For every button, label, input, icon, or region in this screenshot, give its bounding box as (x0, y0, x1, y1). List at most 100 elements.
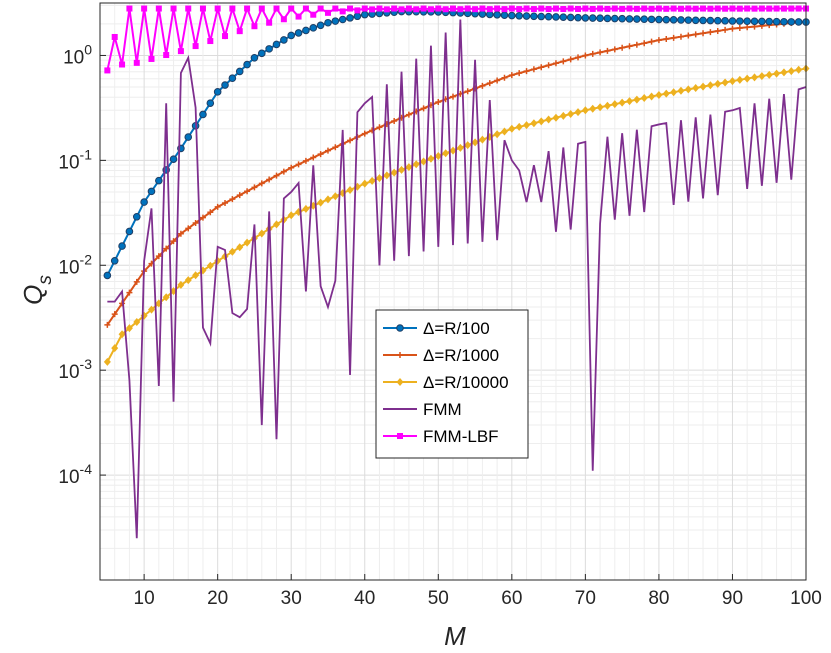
data-point (589, 5, 596, 12)
data-point (633, 41, 640, 48)
data-point (478, 135, 486, 144)
data-point (273, 220, 280, 229)
data-point (567, 110, 575, 119)
data-point (133, 278, 140, 285)
data-point (125, 227, 134, 236)
data-point (288, 164, 295, 171)
data-point (589, 50, 596, 57)
y-tick-exponent: -3 (80, 356, 93, 372)
data-point (111, 311, 118, 318)
legend-label: Δ=R/100 (423, 319, 490, 338)
data-point (603, 14, 612, 23)
data-point (611, 100, 619, 109)
data-point (412, 160, 420, 169)
data-point (251, 184, 258, 191)
data-point (177, 48, 184, 55)
x-tick-label: 20 (207, 588, 228, 609)
data-point (537, 117, 545, 126)
data-point (751, 73, 759, 82)
data-point (523, 5, 530, 12)
data-point (575, 5, 582, 12)
data-point (575, 54, 582, 61)
data-point (494, 77, 501, 84)
data-point (684, 85, 692, 94)
series-FMM (107, 19, 807, 539)
data-point (450, 93, 456, 100)
data-point (369, 6, 376, 13)
data-point (619, 5, 626, 12)
data-point (332, 5, 339, 12)
data-point (729, 25, 736, 32)
data-point (235, 67, 244, 76)
data-point (582, 52, 589, 59)
data-point (530, 66, 537, 73)
data-point (288, 5, 295, 12)
data-point (691, 16, 700, 25)
data-point (243, 60, 251, 69)
data-point (272, 40, 281, 49)
data-point (376, 124, 383, 131)
data-point (229, 5, 236, 12)
data-point (177, 280, 185, 289)
y-axis-label: Qs (18, 275, 56, 305)
data-point (538, 5, 545, 12)
data-point (544, 12, 553, 21)
data-point (427, 154, 435, 163)
data-point (611, 5, 618, 12)
data-point (699, 16, 707, 25)
data-point (324, 9, 331, 16)
data-point (111, 33, 118, 40)
data-point (214, 5, 221, 12)
data-point (743, 17, 751, 26)
data-point (714, 79, 722, 88)
data-point (155, 5, 162, 12)
data-point (442, 6, 449, 13)
data-point (596, 14, 604, 23)
data-point (236, 192, 243, 199)
data-point (199, 110, 207, 119)
data-point (141, 5, 148, 12)
data-point (604, 47, 611, 54)
svg-text:Qs: Qs (18, 275, 56, 305)
x-tick-label: 80 (648, 588, 669, 609)
data-point (147, 187, 156, 196)
data-point (522, 12, 531, 20)
legend-entries: Δ=R/100 Δ=R/1000 Δ=R/10000 FMM FMM-LBF (383, 319, 509, 446)
data-point (581, 14, 590, 22)
data-point (685, 32, 692, 39)
data-point (390, 168, 398, 177)
legend-marker (397, 433, 403, 439)
data-point (662, 89, 670, 98)
data-point (119, 61, 126, 68)
data-point (464, 5, 471, 12)
data-point (472, 6, 479, 13)
data-point (295, 161, 302, 168)
plot-frame (99, 2, 807, 581)
data-point (170, 5, 177, 12)
data-point (684, 16, 693, 24)
data-point (258, 229, 266, 238)
data-point (155, 253, 162, 260)
data-point (221, 81, 229, 89)
data-point (435, 99, 442, 106)
data-point (619, 44, 626, 51)
data-point (287, 211, 295, 220)
data-point (677, 33, 684, 40)
data-point (552, 60, 559, 67)
data-point (560, 58, 567, 65)
data-point (192, 43, 199, 50)
data-point (103, 271, 112, 280)
data-point (728, 17, 737, 25)
data-point (706, 16, 715, 25)
data-point (773, 5, 780, 12)
data-point (266, 176, 273, 183)
data-point (479, 82, 486, 89)
data-point (523, 121, 531, 130)
data-point (391, 5, 398, 12)
data-point (648, 5, 655, 12)
data-point (287, 31, 296, 40)
data-point (280, 168, 287, 175)
data-point (111, 344, 119, 353)
data-point (663, 35, 670, 42)
